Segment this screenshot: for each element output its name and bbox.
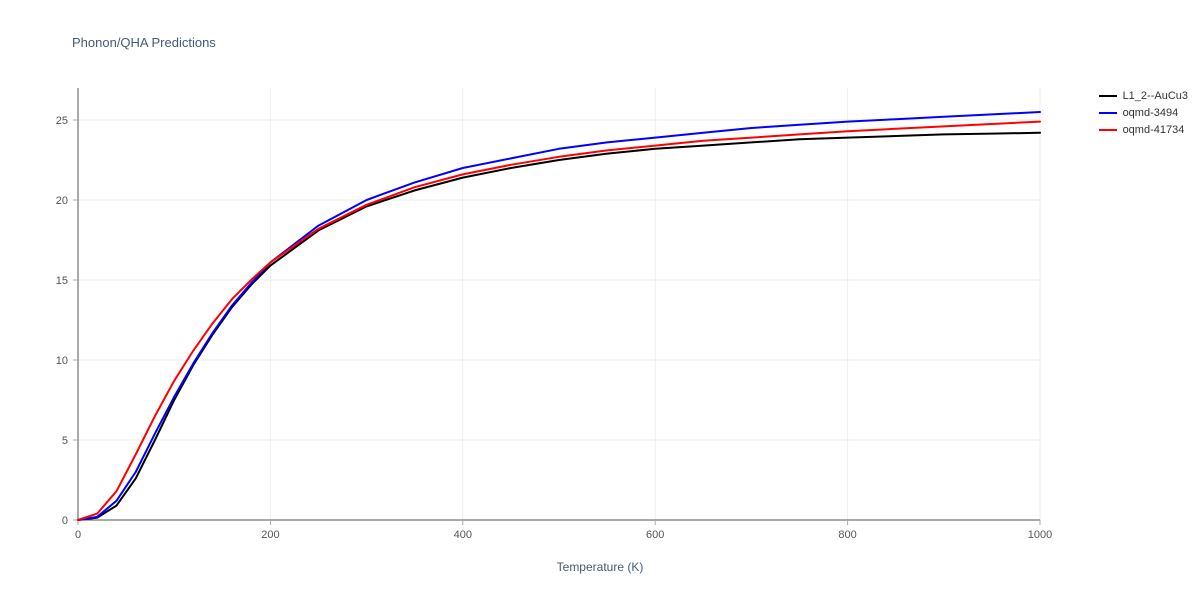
chart-title: Phonon/QHA Predictions (72, 35, 216, 50)
chart-svg: 0 200 400 600 800 1000 0 5 10 15 20 25 (0, 0, 1200, 600)
legend-item[interactable]: oqmd-3494 (1099, 105, 1188, 120)
legend-swatch (1099, 95, 1117, 97)
legend-label: oqmd-3494 (1123, 107, 1179, 119)
svg-text:20: 20 (56, 195, 68, 207)
svg-text:5: 5 (62, 435, 68, 447)
legend-swatch (1099, 129, 1117, 131)
legend-label: oqmd-41734 (1123, 124, 1185, 136)
legend-swatch (1099, 112, 1117, 114)
svg-text:0: 0 (75, 529, 81, 541)
svg-text:15: 15 (56, 275, 68, 287)
svg-text:25: 25 (56, 115, 68, 127)
svg-text:600: 600 (646, 529, 664, 541)
svg-text:1000: 1000 (1028, 529, 1052, 541)
legend-label: L1_2--AuCu3 (1123, 90, 1188, 102)
legend-item[interactable]: L1_2--AuCu3 (1099, 88, 1188, 103)
legend-item[interactable]: oqmd-41734 (1099, 122, 1188, 137)
svg-text:800: 800 (838, 529, 856, 541)
chart-container: Phonon/QHA Predictions 02004006008001000… (0, 0, 1200, 600)
svg-text:10: 10 (56, 355, 68, 367)
svg-text:0: 0 (62, 515, 68, 527)
x-axis-label: Temperature (K) (0, 560, 1200, 574)
svg-text:200: 200 (261, 529, 279, 541)
svg-text:400: 400 (454, 529, 472, 541)
chart-legend: L1_2--AuCu3 oqmd-3494 oqmd-41734 (1099, 88, 1188, 139)
